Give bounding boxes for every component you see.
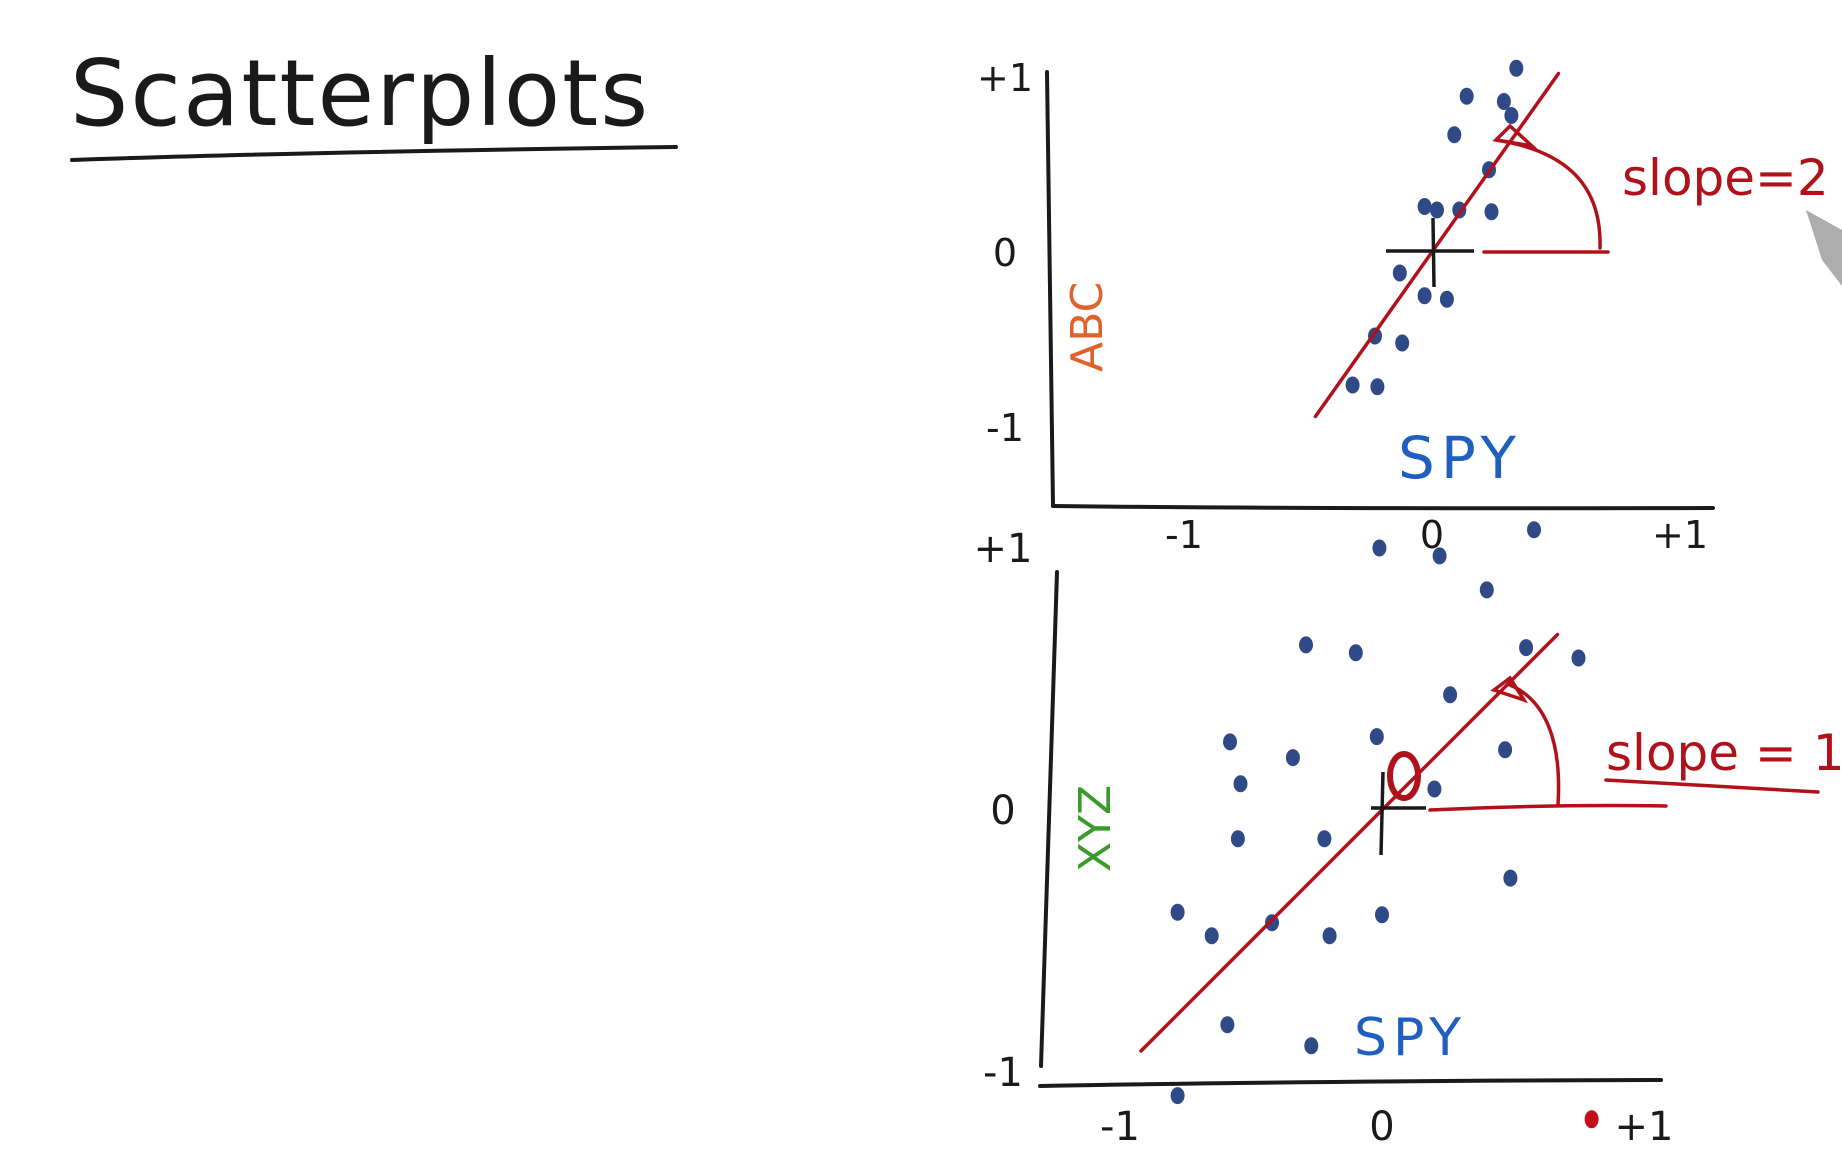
data-point [1504, 107, 1519, 124]
fit-line [1139, 632, 1560, 1053]
page-title: Scatterplots [70, 40, 650, 147]
data-point [1509, 59, 1524, 77]
title-underline [70, 145, 678, 162]
origin-cross [1386, 217, 1474, 288]
data-point [1322, 927, 1337, 945]
data-point [1447, 126, 1462, 144]
data-point [1498, 741, 1513, 759]
data-point [1519, 639, 1534, 657]
data-point [1417, 198, 1432, 215]
data-point [1369, 728, 1384, 746]
data-point [1375, 906, 1389, 924]
data-point [1233, 775, 1248, 793]
x-axis-label: SPY [1354, 1008, 1467, 1068]
slope-arc [1508, 683, 1561, 807]
data-point [1395, 334, 1410, 352]
data-point [1443, 686, 1458, 704]
pen-tip-icon [1806, 210, 1842, 286]
data-point [1285, 749, 1300, 767]
slope-arrow-icon [1490, 675, 1529, 704]
y-axis-label: ABC [1062, 282, 1113, 372]
data-point [1223, 733, 1237, 751]
data-point [1317, 830, 1332, 848]
y-tick-label: 0 [990, 788, 1015, 834]
x-tick-label: -1 [1165, 513, 1203, 557]
data-point [1392, 264, 1407, 282]
x-tick-label: +1 [1652, 513, 1708, 557]
y-axis-label: XYZ [1070, 785, 1121, 872]
slope-arc [1494, 138, 1602, 250]
scatter-chart-xyz-vs-spy: -1 0 +1 -1 0 +1 XYZ SPY slope = 1 [974, 521, 1842, 1150]
y-tick-label: +1 [977, 56, 1033, 100]
data-point [1417, 287, 1432, 305]
x-axis [1051, 504, 1715, 511]
data-point [1304, 1037, 1319, 1055]
slope-annotation-underline [1604, 778, 1820, 794]
data-point [1220, 1016, 1235, 1034]
data-point [1204, 927, 1219, 945]
data-point [1430, 201, 1444, 219]
data-point [1571, 649, 1586, 667]
data-point [1459, 87, 1474, 105]
data-point [1370, 378, 1385, 396]
x-tick-label: -1 [1100, 1104, 1140, 1150]
highlight-point [1584, 1110, 1599, 1129]
y-axis [1045, 70, 1055, 508]
data-point [1484, 203, 1499, 221]
slope-annotation: slope=2 [1622, 149, 1829, 207]
data-point [1348, 644, 1363, 662]
data-point [1503, 869, 1518, 887]
x-tick-label: +1 [1615, 1104, 1674, 1150]
y-tick-label: -1 [983, 1050, 1023, 1096]
slope-annotation: slope = 1 [1606, 724, 1842, 782]
data-point [1479, 581, 1494, 599]
slope-arrow-icon [1492, 123, 1538, 149]
x-tick-label: 0 [1369, 1104, 1394, 1150]
data-point [1427, 780, 1442, 798]
origin-circle [1387, 751, 1421, 801]
data-point [1170, 1087, 1185, 1105]
y-axis [1039, 570, 1059, 1068]
data-point [1170, 903, 1185, 921]
y-tick-label: -1 [986, 406, 1024, 450]
origin-cross [1371, 771, 1426, 856]
data-point [1372, 539, 1387, 557]
data-point [1299, 636, 1313, 654]
y-tick-label: +1 [974, 526, 1033, 572]
scatter-chart-abc-vs-spy: -10+1 -1 0 +1 ABC SPY slope=2 [977, 56, 1829, 557]
slope-reference-line [1428, 803, 1668, 812]
data-point [1345, 376, 1360, 394]
data-point [1439, 290, 1454, 308]
data-point [1527, 521, 1541, 539]
y-tick-label: 0 [993, 231, 1017, 275]
fit-line [1313, 71, 1561, 419]
data-point [1230, 830, 1245, 848]
x-axis-label: SPY [1398, 424, 1522, 492]
x-axis [1038, 1078, 1663, 1088]
data-point [1496, 93, 1511, 110]
data-point [1432, 547, 1447, 565]
